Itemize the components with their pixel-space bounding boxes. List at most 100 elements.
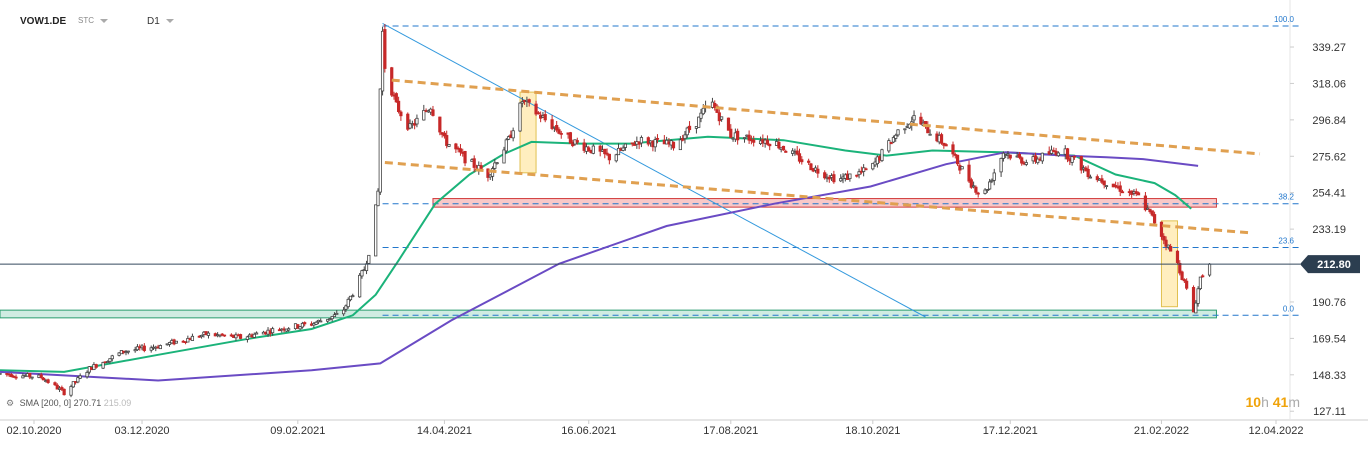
channel-line-lower bbox=[384, 161, 1251, 235]
candle-body bbox=[912, 115, 916, 121]
candle-body bbox=[777, 141, 781, 149]
candle-body bbox=[1162, 235, 1166, 241]
candle-body bbox=[504, 139, 508, 152]
candle-body bbox=[325, 319, 330, 322]
candle-body bbox=[752, 139, 756, 143]
candle-body bbox=[206, 332, 211, 336]
y-tick-label: 233.19 bbox=[1312, 224, 1346, 236]
x-tick-label: 09.02.2021 bbox=[270, 425, 325, 437]
candle-body bbox=[823, 172, 827, 179]
candle-body bbox=[697, 116, 701, 128]
candle-body bbox=[736, 130, 740, 141]
candle-body bbox=[951, 144, 955, 155]
y-tick-label: 127.11 bbox=[1313, 406, 1346, 418]
candle-body bbox=[1104, 185, 1109, 188]
candle-body bbox=[807, 160, 811, 163]
candle-body bbox=[287, 328, 291, 331]
candle-body bbox=[1024, 162, 1028, 165]
y-tick-label: 148.33 bbox=[1312, 370, 1346, 382]
candle-body bbox=[342, 309, 346, 315]
symbol-selector[interactable]: VOW1.DE bbox=[20, 16, 66, 27]
timeframe-selector[interactable]: D1 bbox=[147, 16, 174, 27]
candle-body bbox=[1164, 239, 1168, 247]
candle-body bbox=[1185, 280, 1189, 289]
candle-body bbox=[1169, 246, 1173, 252]
candle-body bbox=[555, 125, 559, 131]
candle-body bbox=[101, 361, 105, 369]
candle-body bbox=[1180, 271, 1184, 280]
candle-body bbox=[149, 347, 153, 351]
candle-body bbox=[442, 132, 447, 137]
candle-body bbox=[1036, 158, 1040, 164]
candle-body bbox=[344, 305, 348, 310]
candle-body bbox=[158, 345, 162, 350]
candle-body bbox=[816, 168, 820, 174]
candle-body bbox=[557, 129, 561, 134]
candle-body bbox=[186, 338, 190, 343]
candle-body bbox=[960, 166, 964, 170]
candle-body bbox=[1079, 155, 1083, 171]
y-tick-label: 169.54 bbox=[1312, 333, 1346, 345]
candle-body bbox=[983, 189, 987, 194]
candle-body bbox=[685, 127, 689, 136]
candle-body bbox=[887, 140, 891, 152]
candle-body bbox=[46, 379, 50, 383]
candle-body bbox=[903, 128, 907, 131]
candle-body bbox=[747, 134, 751, 141]
candle-body bbox=[238, 334, 243, 339]
indicator-legend[interactable]: ⚙ SMA [200, 0] 270.71 215.09 bbox=[6, 398, 131, 409]
candle-body bbox=[69, 386, 73, 396]
candle-body bbox=[616, 147, 621, 156]
candle-body bbox=[218, 334, 222, 337]
y-tick-label: 190.76 bbox=[1312, 297, 1346, 309]
countdown-hours: 10 bbox=[1245, 394, 1262, 410]
x-tick-label: 12.04.2022 bbox=[1248, 425, 1303, 437]
y-tick-label: 318.06 bbox=[1312, 78, 1346, 90]
candle-body bbox=[623, 143, 628, 148]
candle-body bbox=[108, 358, 112, 362]
candle-body bbox=[671, 141, 676, 149]
candle-body bbox=[1056, 152, 1060, 157]
candle-body bbox=[520, 101, 524, 104]
candle-body bbox=[1146, 207, 1150, 210]
candle-body bbox=[894, 134, 898, 139]
candle-body bbox=[1086, 168, 1090, 178]
candle-body bbox=[454, 143, 458, 150]
candle-body bbox=[463, 150, 467, 164]
candle-body bbox=[800, 159, 804, 163]
fibonacci-level-label: 100.0 bbox=[1274, 15, 1295, 24]
instrument-type-selector[interactable]: STC bbox=[78, 16, 108, 25]
candle-body bbox=[39, 374, 43, 378]
candle-body bbox=[28, 373, 32, 378]
candle-body bbox=[1194, 302, 1198, 314]
candle-body bbox=[955, 154, 960, 165]
chevron-down-icon bbox=[165, 19, 174, 24]
candle-body bbox=[1207, 263, 1212, 276]
candle-body bbox=[857, 171, 861, 176]
candle-body bbox=[928, 133, 932, 136]
candle-body bbox=[896, 129, 900, 136]
candle-body bbox=[768, 143, 772, 147]
candle-body bbox=[543, 114, 547, 121]
candle-body bbox=[167, 342, 172, 345]
candle-body bbox=[367, 254, 371, 264]
candle-body bbox=[534, 103, 538, 115]
candle-body bbox=[486, 168, 490, 178]
countdown-hours-unit: h bbox=[1261, 394, 1269, 410]
candle-body bbox=[729, 128, 733, 138]
instrument-type-label: STC bbox=[78, 16, 94, 25]
candle-body bbox=[923, 121, 928, 125]
last-price-badge bbox=[1300, 255, 1360, 274]
candle-body bbox=[1102, 180, 1106, 186]
candle-body bbox=[1196, 288, 1200, 304]
candle-body bbox=[1095, 176, 1099, 181]
candle-body bbox=[726, 117, 731, 131]
gear-icon[interactable]: ⚙ bbox=[6, 398, 15, 408]
candle-body bbox=[699, 112, 703, 119]
candle-body bbox=[1182, 279, 1186, 282]
candle-body bbox=[190, 335, 195, 341]
candle-body bbox=[1191, 286, 1196, 313]
candle-body bbox=[110, 355, 114, 360]
